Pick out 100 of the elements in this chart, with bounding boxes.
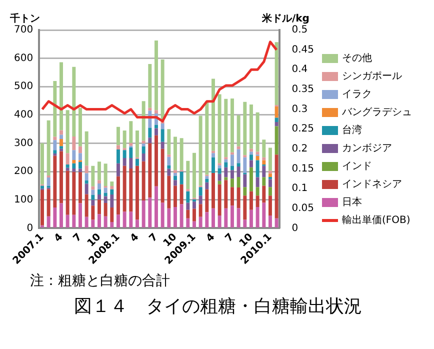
y2-tick-label: 0.3	[292, 104, 308, 115]
bar	[154, 124, 158, 128]
bar	[142, 101, 146, 141]
bar	[142, 153, 146, 162]
y2-tick-label: 0	[292, 222, 298, 234]
bar	[186, 160, 190, 190]
bar	[78, 108, 82, 146]
bar	[167, 168, 171, 176]
bar	[129, 212, 133, 228]
bar	[46, 189, 50, 216]
bar	[274, 122, 278, 126]
bar	[98, 200, 101, 214]
bar	[243, 174, 247, 188]
bar	[129, 121, 133, 143]
bar	[60, 134, 63, 140]
bar	[256, 177, 260, 188]
bar	[60, 130, 63, 135]
bar	[205, 101, 209, 175]
bar	[98, 183, 101, 190]
bar	[243, 102, 247, 156]
bar	[142, 140, 146, 144]
y2-tick-label: 0.45	[292, 44, 314, 56]
bar	[116, 163, 120, 176]
bar	[230, 187, 234, 206]
y2-tick-label: 0.35	[292, 84, 314, 96]
bar	[66, 214, 70, 228]
bar	[98, 189, 101, 195]
bar	[53, 80, 57, 137]
bar	[72, 214, 76, 228]
y2-tick-label: 0.4	[292, 64, 308, 76]
bar	[262, 157, 266, 160]
legend-label: シンガポール	[342, 70, 402, 83]
bar	[46, 216, 50, 228]
bar	[224, 162, 228, 168]
bar	[274, 118, 278, 122]
bar	[66, 168, 70, 171]
bar	[116, 214, 120, 228]
bar	[218, 180, 222, 184]
bar	[186, 218, 190, 228]
bar	[268, 179, 272, 188]
x-tick-label: 4	[128, 232, 142, 244]
bar	[212, 153, 215, 158]
bar	[84, 184, 88, 194]
y-axis-title: 千トン	[9, 12, 40, 25]
bar	[205, 178, 209, 182]
bar	[256, 196, 260, 207]
bar	[218, 165, 222, 168]
bar	[230, 206, 234, 228]
bar	[212, 173, 215, 208]
bar	[148, 143, 152, 198]
bar	[91, 206, 95, 220]
bar	[148, 198, 152, 228]
bar	[262, 186, 266, 203]
bar	[274, 218, 278, 228]
legend-label: 輸出単価(FOB)	[342, 214, 410, 227]
bar	[212, 78, 215, 151]
x-tick-label: 4	[204, 232, 218, 244]
bar	[268, 174, 272, 177]
bar	[136, 166, 139, 220]
bar	[198, 116, 202, 186]
bar	[256, 112, 260, 152]
bar	[78, 153, 82, 160]
bar	[60, 139, 63, 146]
bar	[236, 163, 240, 166]
y-tick-label: 600	[14, 52, 34, 64]
legend-label: 日本	[342, 196, 362, 209]
bar	[148, 108, 152, 111]
x-tick-label: 7	[147, 232, 160, 244]
bar	[256, 206, 260, 228]
bar	[192, 221, 196, 228]
bar	[53, 140, 57, 150]
bar	[224, 98, 228, 158]
bar	[142, 161, 146, 200]
x-tick-label: 7	[72, 232, 84, 244]
bar	[268, 170, 272, 174]
bar	[98, 180, 101, 184]
bar	[110, 222, 114, 228]
bar	[148, 128, 152, 138]
bar	[72, 160, 76, 164]
y2-tick-label: 0.05	[292, 203, 314, 214]
bar	[84, 173, 88, 180]
bar	[91, 194, 95, 200]
bar	[256, 156, 260, 160]
bar	[104, 203, 108, 216]
bar	[224, 208, 228, 228]
bar	[249, 148, 253, 152]
y-tick-label: 200	[14, 166, 34, 178]
bar	[249, 191, 253, 210]
bar	[129, 158, 133, 168]
bar	[116, 150, 120, 164]
text: 図１４ タイの粗糖・白糖輸出状況	[73, 295, 363, 318]
bar	[249, 160, 253, 168]
bar	[249, 152, 253, 155]
bar	[192, 208, 196, 222]
bar	[243, 220, 247, 228]
bar	[180, 204, 184, 228]
y2-tick-label: 0.2	[292, 144, 308, 155]
bar	[154, 110, 158, 114]
bar	[78, 203, 82, 228]
bar	[129, 148, 133, 158]
